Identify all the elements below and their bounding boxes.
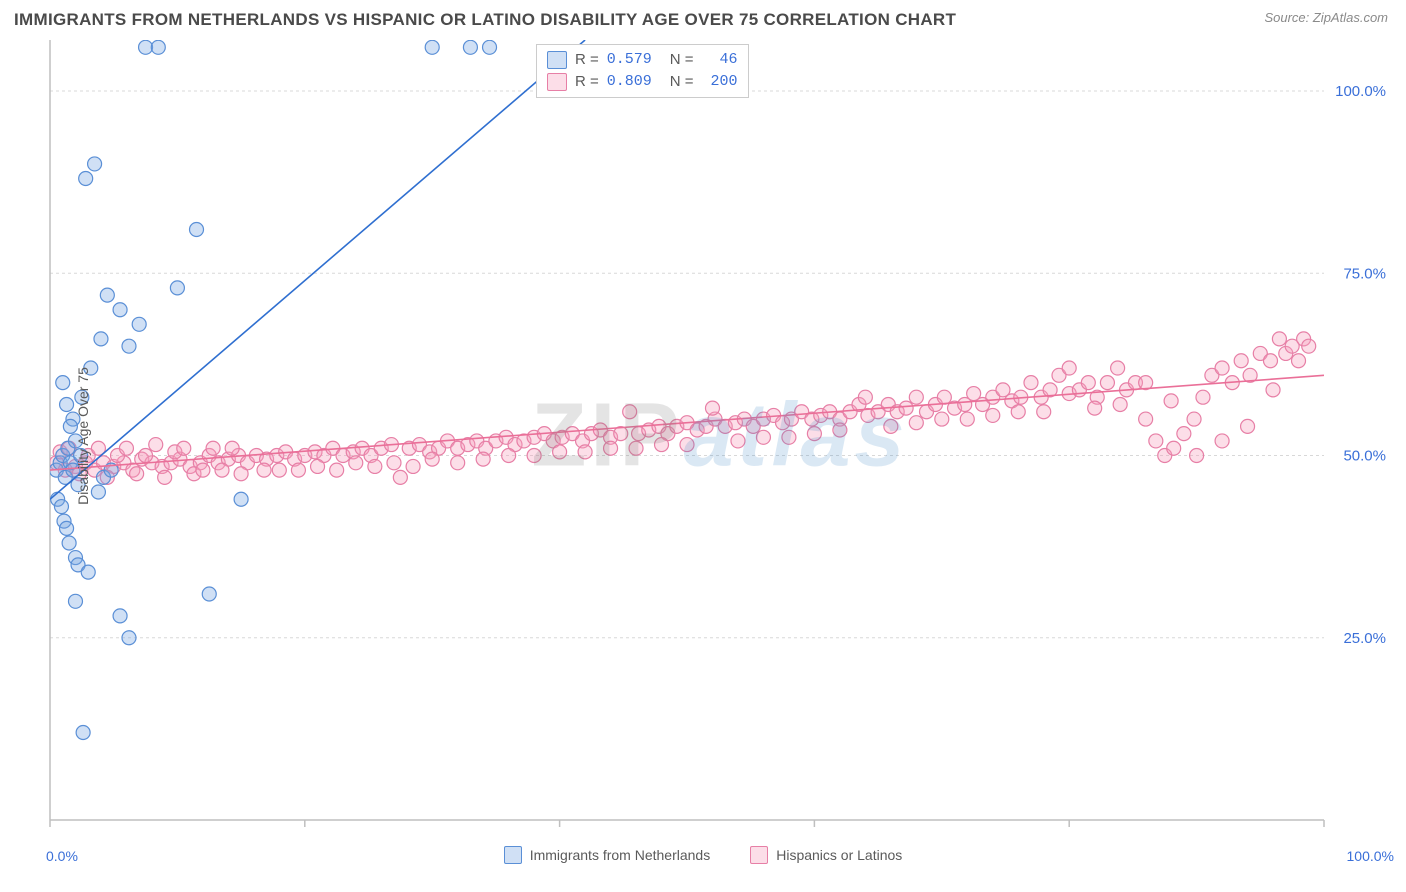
legend-swatch-blue bbox=[547, 51, 567, 69]
r-label: R = bbox=[575, 71, 599, 93]
chart-area: Disability Age Over 75 25.0% 50.0% 75.0% 10… bbox=[46, 40, 1394, 832]
chart-title: IMMIGRANTS FROM NETHERLANDS VS HISPANIC … bbox=[14, 10, 956, 30]
svg-text:25.0%: 25.0% bbox=[1343, 630, 1386, 647]
svg-text:75.0%: 75.0% bbox=[1343, 265, 1386, 282]
x-max-label: 100.0% bbox=[1347, 848, 1394, 864]
r-value: 0.579 bbox=[607, 49, 652, 71]
legend-swatch-pink bbox=[547, 73, 567, 91]
n-value: 200 bbox=[702, 71, 738, 93]
correlation-legend: R = 0.579 N = 46 R = 0.809 N = 200 bbox=[536, 44, 749, 98]
legend-row-blue: R = 0.579 N = 46 bbox=[547, 49, 738, 71]
scatter-chart: 25.0% 50.0% 75.0% 100.0% bbox=[46, 40, 1394, 832]
y-axis-label: Disability Age Over 75 bbox=[75, 367, 91, 505]
svg-text:50.0%: 50.0% bbox=[1343, 448, 1386, 465]
x-axis-labels: 0.0% 100.0% bbox=[46, 834, 1394, 864]
n-label: N = bbox=[670, 71, 694, 93]
n-label: N = bbox=[670, 49, 694, 71]
x-min-label: 0.0% bbox=[46, 848, 78, 864]
chart-source: Source: ZipAtlas.com bbox=[1264, 10, 1388, 25]
r-value: 0.809 bbox=[607, 71, 652, 93]
r-label: R = bbox=[575, 49, 599, 71]
svg-text:100.0%: 100.0% bbox=[1335, 83, 1386, 100]
n-value: 46 bbox=[702, 49, 738, 71]
legend-row-pink: R = 0.809 N = 200 bbox=[547, 71, 738, 93]
